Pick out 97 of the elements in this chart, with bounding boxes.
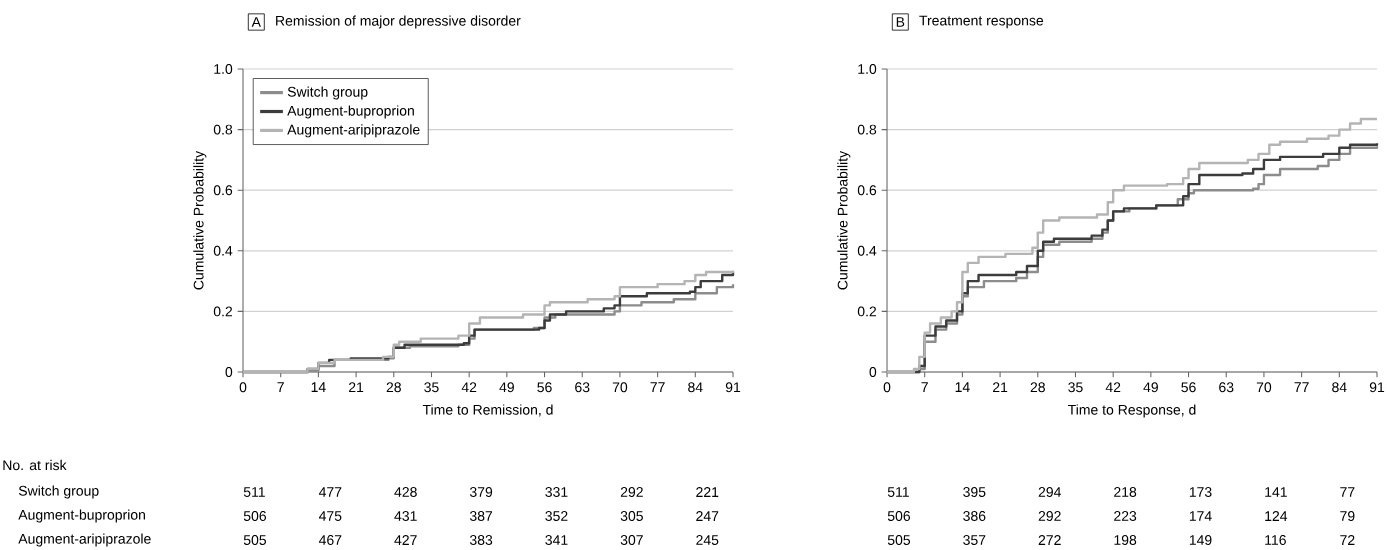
text: 475 (318, 511, 342, 521)
text: B (896, 17, 905, 27)
y-axis-title: Cumulative Probability (837, 150, 851, 290)
x-axis-title: Time to Response, d (1068, 404, 1196, 418)
legend-label: Switch group (287, 86, 368, 100)
text: 198 (1114, 535, 1137, 545)
y-tick-label: 0.8 (213, 124, 233, 135)
x-tick-label: 21 (993, 382, 1008, 393)
x-tick-label: 35 (1068, 382, 1083, 393)
text: Switch group (18, 485, 99, 499)
text: 292 (1038, 511, 1061, 521)
y-tick-label: 0.6 (213, 185, 233, 196)
x-tick-label: 35 (424, 382, 439, 393)
text: 218 (1114, 487, 1137, 497)
text: 247 (696, 511, 719, 521)
x-tick-label: 14 (311, 382, 326, 392)
x-tick-label: 14 (955, 382, 970, 392)
text: 79 (1340, 511, 1355, 521)
text: 379 (469, 487, 493, 497)
text: No. at risk (3, 459, 67, 471)
text: 307 (620, 535, 643, 545)
x-tick-label: 77 (650, 382, 665, 392)
text: 331 (545, 487, 568, 497)
text: 506 (887, 511, 911, 521)
x-axis-title: Time to Remission, d (422, 404, 553, 417)
x-tick-label: 7 (277, 382, 284, 392)
text: 124 (1265, 511, 1288, 521)
text: 221 (696, 487, 719, 497)
text: 427 (394, 535, 417, 545)
x-tick-label: 56 (1181, 382, 1196, 393)
x-tick-label: 77 (1294, 382, 1309, 392)
x-tick-label: 28 (386, 382, 401, 393)
text: 395 (963, 487, 986, 497)
x-tick-label: 21 (349, 382, 364, 393)
text: 352 (545, 511, 568, 521)
x-tick-label: 84 (1332, 382, 1347, 393)
text: 505 (887, 535, 911, 545)
x-tick-label: 42 (1105, 382, 1121, 393)
text: A (251, 17, 261, 27)
x-tick-label: 28 (1030, 382, 1045, 393)
x-tick-label: 7 (921, 382, 928, 392)
chart-title: Remission of major depressive disorder (276, 15, 521, 29)
y-tick-label: 0.4 (857, 245, 877, 256)
text: 305 (620, 511, 643, 521)
text: 505 (243, 535, 267, 545)
text: 294 (1038, 487, 1061, 497)
text: 428 (394, 487, 417, 497)
y-tick-label: 0.8 (857, 124, 877, 135)
y-axis-title: Cumulative Probability (193, 150, 207, 290)
text: 511 (243, 487, 265, 497)
y-tick-label: 0.6 (857, 185, 877, 196)
text: 72 (1340, 535, 1355, 545)
y-tick-label: 0.2 (857, 306, 877, 317)
text: 357 (963, 535, 986, 545)
text: 77 (1340, 487, 1355, 497)
text: 387 (469, 511, 493, 521)
y-tick-label: 1.0 (858, 64, 877, 74)
x-tick-label: 49 (499, 382, 514, 393)
text: 141 (1265, 487, 1287, 497)
x-tick-label: 63 (1219, 382, 1234, 393)
text: 383 (469, 535, 493, 545)
y-tick-label: 0 (869, 367, 877, 377)
text: Augment-buproprion (18, 509, 145, 523)
legend-label: Augment-buproprion (287, 105, 414, 119)
text: 506 (243, 511, 267, 521)
text: 467 (318, 535, 342, 545)
y-tick-label: 0.2 (213, 306, 233, 317)
text: 341 (545, 535, 568, 545)
x-tick-label: 91 (725, 382, 741, 393)
text: 149 (1189, 535, 1212, 545)
text: 511 (887, 487, 909, 497)
text: 245 (696, 535, 719, 545)
x-tick-label: 42 (461, 382, 477, 393)
x-tick-label: 91 (1369, 382, 1385, 393)
y-tick-label: 0.4 (213, 245, 233, 256)
text: 292 (620, 487, 643, 497)
x-tick-label: 70 (612, 382, 628, 393)
x-tick-label: 49 (1143, 382, 1158, 393)
x-tick-label: 63 (575, 382, 590, 393)
chart-title: Treatment response (919, 15, 1044, 29)
text: 386 (963, 511, 986, 521)
text: 173 (1189, 487, 1212, 497)
x-tick-label: 56 (537, 382, 552, 393)
text: 223 (1114, 511, 1137, 521)
x-tick-label: 0 (239, 382, 247, 393)
text: 174 (1189, 511, 1212, 521)
x-tick-label: 0 (883, 382, 891, 393)
text: 116 (1265, 535, 1286, 545)
text: 272 (1038, 535, 1061, 545)
text: 431 (394, 511, 417, 521)
x-tick-label: 84 (688, 382, 703, 393)
y-tick-label: 0 (225, 367, 233, 377)
legend-label: Augment-aripiprazole (287, 124, 420, 138)
text: 477 (318, 487, 342, 497)
y-tick-label: 1.0 (214, 64, 233, 74)
text: Augment-aripiprazole (18, 533, 151, 547)
x-tick-label: 70 (1256, 382, 1272, 393)
